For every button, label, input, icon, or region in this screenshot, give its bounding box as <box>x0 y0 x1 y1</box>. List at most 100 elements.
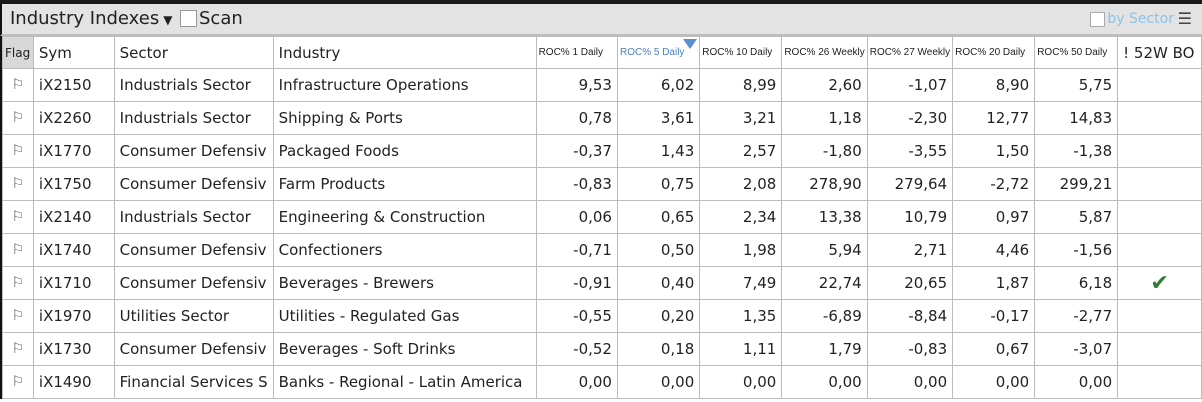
cell-value: -0,83 <box>535 167 618 201</box>
cell-value: 14,83 <box>1034 101 1119 135</box>
flag-outline-icon[interactable]: ⚐ <box>2 266 34 300</box>
flag-outline-icon[interactable]: ⚐ <box>2 101 34 135</box>
cell-value: -1,38 <box>1034 134 1119 168</box>
column-header-roc-27-weekly[interactable]: ROC% 27 Weekly <box>866 36 954 69</box>
table-row[interactable]: ⚐ iX2150 Industrials Sector Infrastructure … <box>2 68 1202 102</box>
column-header-52w-bo[interactable]: ! 52W BO <box>1117 36 1202 69</box>
flag-outline-icon[interactable]: ⚐ <box>2 233 34 267</box>
cell-value: 8,90 <box>952 68 1036 102</box>
cell-value: 1,18 <box>781 101 868 135</box>
cell-value: 0,20 <box>616 299 701 333</box>
cell-value: 278,90 <box>781 167 868 201</box>
cell-value: 0,67 <box>952 332 1036 366</box>
cell-value: 2,71 <box>866 233 954 267</box>
by-sector-label: by Sector <box>1107 11 1174 27</box>
cell-52w-bo <box>1117 233 1202 267</box>
cell-value: -0,91 <box>535 266 618 300</box>
cell-sym: iX2140 <box>32 200 115 234</box>
cell-value: -3,55 <box>866 134 954 168</box>
watchlist-title: Industry Indexes <box>10 8 160 29</box>
column-header-roc-5-daily[interactable]: ROC% 5 Daily <box>616 36 701 69</box>
flag-outline-icon[interactable]: ⚐ <box>2 299 34 333</box>
cell-52w-bo <box>1117 299 1202 333</box>
caret-down-icon: ▼ <box>163 13 173 27</box>
cell-value: 1,87 <box>952 266 1036 300</box>
checkbox-box[interactable] <box>180 10 197 27</box>
cell-value: 0,00 <box>952 365 1036 399</box>
by-sector-checkbox[interactable]: by Sector <box>1090 11 1174 27</box>
cell-value: -0,55 <box>535 299 618 333</box>
cell-value: 0,50 <box>616 233 701 267</box>
table-row[interactable]: ⚐ iX1740 Consumer Defensiv Confectioners -0,… <box>2 233 1202 267</box>
column-header-sym[interactable]: Sym <box>32 36 115 69</box>
cell-value: 0,00 <box>616 365 701 399</box>
flag-outline-icon[interactable]: ⚐ <box>2 332 34 366</box>
checkbox-box[interactable] <box>1090 11 1106 27</box>
table-row[interactable]: ⚐ iX2260 Industrials Sector Shipping & Port… <box>2 101 1202 135</box>
cell-sector: Industrials Sector <box>113 101 274 135</box>
flag-outline-icon[interactable]: ⚐ <box>2 200 34 234</box>
cell-value: 0,00 <box>699 365 783 399</box>
cell-sector: Utilities Sector <box>113 299 274 333</box>
cell-industry: Packaged Foods <box>272 134 537 168</box>
cell-value: -2,30 <box>866 101 954 135</box>
cell-value: -3,07 <box>1034 332 1119 366</box>
table-row[interactable]: ⚐ iX1970 Utilities Sector Utilities - Regul… <box>2 299 1202 333</box>
toolbar: Industry Indexes ▼ Scan by Sector ☰ <box>0 4 1202 36</box>
cell-52w-bo <box>1117 134 1202 168</box>
cell-industry: Engineering & Construction <box>272 200 537 234</box>
cell-value: 0,00 <box>866 365 954 399</box>
cell-value: 6,18 <box>1034 266 1119 300</box>
flag-outline-icon[interactable]: ⚐ <box>2 68 34 102</box>
cell-value: -1,56 <box>1034 233 1119 267</box>
table-row[interactable]: ⚐ iX2140 Industrials Sector Engineering & C… <box>2 200 1202 234</box>
cell-value: -0,17 <box>952 299 1036 333</box>
flag-outline-icon[interactable]: ⚐ <box>2 167 34 201</box>
cell-value: -8,84 <box>866 299 954 333</box>
cell-value: -0,37 <box>535 134 618 168</box>
cell-sym: iX1750 <box>32 167 115 201</box>
cell-value: 2,57 <box>699 134 783 168</box>
cell-sym: iX1970 <box>32 299 115 333</box>
cell-value: 0,97 <box>952 200 1036 234</box>
cell-value: 5,94 <box>781 233 868 267</box>
cell-value: 3,21 <box>699 101 783 135</box>
column-header-roc-10-daily[interactable]: ROC% 10 Daily <box>699 36 783 69</box>
column-header-industry[interactable]: Industry <box>272 36 537 69</box>
column-header-roc-26-weekly[interactable]: ROC% 26 Weekly <box>781 36 868 69</box>
cell-value: 1,11 <box>699 332 783 366</box>
cell-value: 1,98 <box>699 233 783 267</box>
cell-value: 1,79 <box>781 332 868 366</box>
cell-value: 8,99 <box>699 68 783 102</box>
cell-value: 1,35 <box>699 299 783 333</box>
cell-value: -0,83 <box>866 332 954 366</box>
cell-value: 0,18 <box>616 332 701 366</box>
cell-value: 2,60 <box>781 68 868 102</box>
table-row[interactable]: ⚐ iX1490 Financial Services S Banks - Regio… <box>2 365 1202 399</box>
cell-industry: Infrastructure Operations <box>272 68 537 102</box>
cell-value: -1,07 <box>866 68 954 102</box>
flag-outline-icon[interactable]: ⚐ <box>2 365 34 399</box>
column-header-sector[interactable]: Sector <box>113 36 274 69</box>
column-header-roc-1-daily[interactable]: ROC% 1 Daily <box>535 36 618 69</box>
cell-52w-bo <box>1117 332 1202 366</box>
table-row[interactable]: ⚐ iX1770 Consumer Defensiv Packaged Foods -0… <box>2 134 1202 168</box>
cell-52w-bo <box>1117 200 1202 234</box>
column-header-roc-50-daily[interactable]: ROC% 50 Daily <box>1034 36 1119 69</box>
cell-industry: Farm Products <box>272 167 537 201</box>
cell-sym: iX1490 <box>32 365 115 399</box>
flag-outline-icon[interactable]: ⚐ <box>2 134 34 168</box>
hamburger-menu-icon[interactable]: ☰ <box>1177 9 1192 28</box>
cell-value: 279,64 <box>866 167 954 201</box>
table-row[interactable]: ⚐ iX1730 Consumer Defensiv Beverages - Soft… <box>2 332 1202 366</box>
cell-industry: Shipping & Ports <box>272 101 537 135</box>
table-row[interactable]: ⚐ iX1750 Consumer Defensiv Farm Products -0,… <box>2 167 1202 201</box>
scan-checkbox[interactable]: Scan <box>180 8 243 29</box>
cell-value: 20,65 <box>866 266 954 300</box>
table-row[interactable]: ⚐ iX1710 Consumer Defensiv Beverages - Brew… <box>2 266 1202 300</box>
cell-sym: iX1770 <box>32 134 115 168</box>
column-header-roc-20-daily[interactable]: ROC% 20 Daily <box>952 36 1036 69</box>
column-header-flag[interactable]: Flag <box>2 36 34 69</box>
cell-value: -0,71 <box>535 233 618 267</box>
watchlist-dropdown[interactable]: Industry Indexes ▼ <box>10 8 172 29</box>
